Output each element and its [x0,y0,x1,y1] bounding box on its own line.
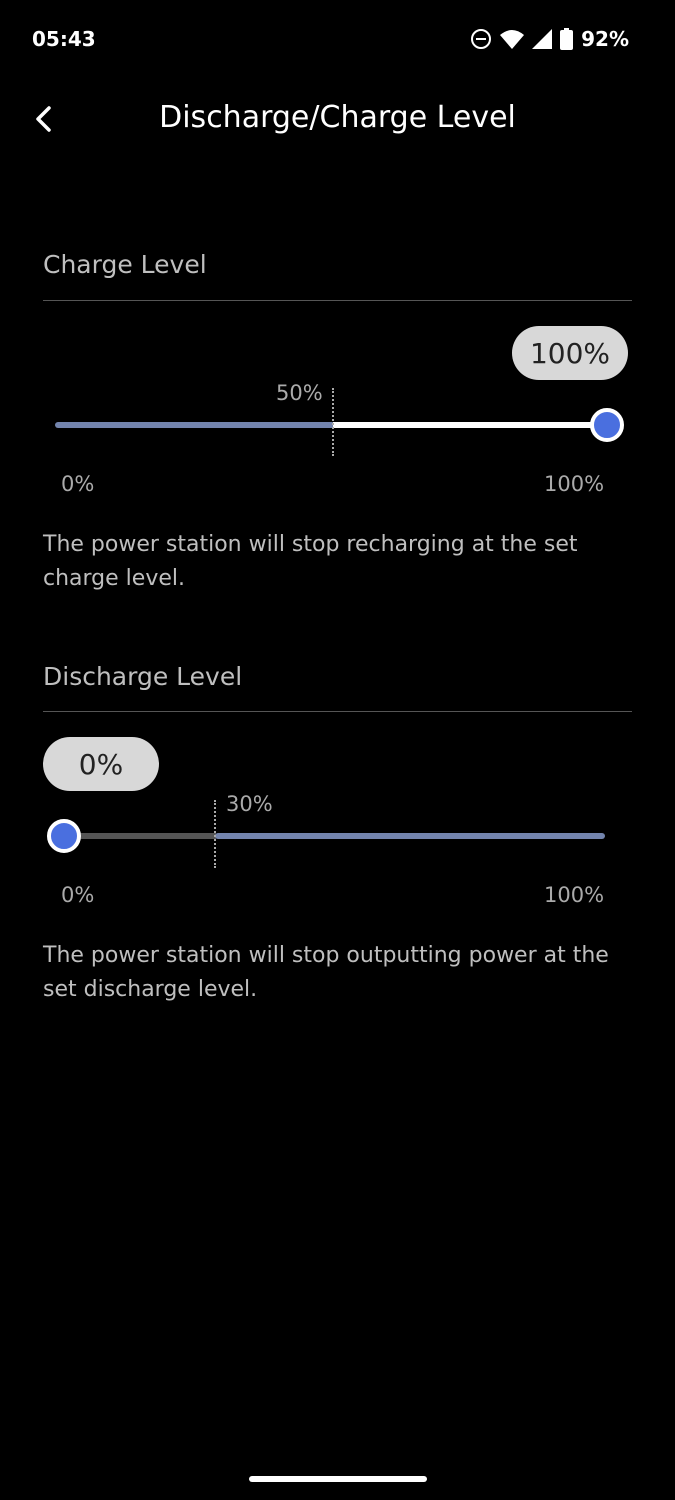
home-indicator[interactable] [249,1476,427,1482]
charge-track-rest[interactable] [333,422,605,428]
back-icon[interactable] [30,104,60,134]
page-title: Discharge/Charge Level [159,100,516,135]
discharge-marker-line [214,800,216,868]
charge-min-label: 0% [61,472,95,496]
charge-description: The power station will stop recharging a… [43,532,578,591]
charge-level-title: Charge Level [43,250,207,279]
discharge-max-label: 100% [544,883,605,907]
discharge-level-title: Discharge Level [43,662,243,691]
dnd-icon [471,29,492,49]
discharge-min-label: 0% [61,883,95,907]
battery-percent: 92% [581,27,629,51]
discharge-marker-label: 30% [226,792,273,816]
divider [43,300,632,301]
charge-marker-label: 50% [276,381,323,405]
signal-icon [532,29,553,49]
discharge-slider-thumb[interactable] [47,819,81,853]
discharge-track-rest[interactable] [215,833,605,839]
divider [43,711,632,712]
charge-marker-line [332,388,334,456]
discharge-value-bubble: 0% [43,737,159,791]
charge-track-fill [55,422,335,428]
discharge-track-fill [64,833,216,839]
battery-icon [560,28,574,50]
charge-max-label: 100% [544,472,605,496]
status-icons: 92% [470,27,629,51]
wifi-icon [500,30,525,49]
charge-value-bubble: 100% [512,326,628,380]
charge-slider-thumb[interactable] [590,408,624,442]
discharge-description: The power station will stop outputting p… [43,943,609,1002]
status-time: 05:43 [32,27,96,51]
